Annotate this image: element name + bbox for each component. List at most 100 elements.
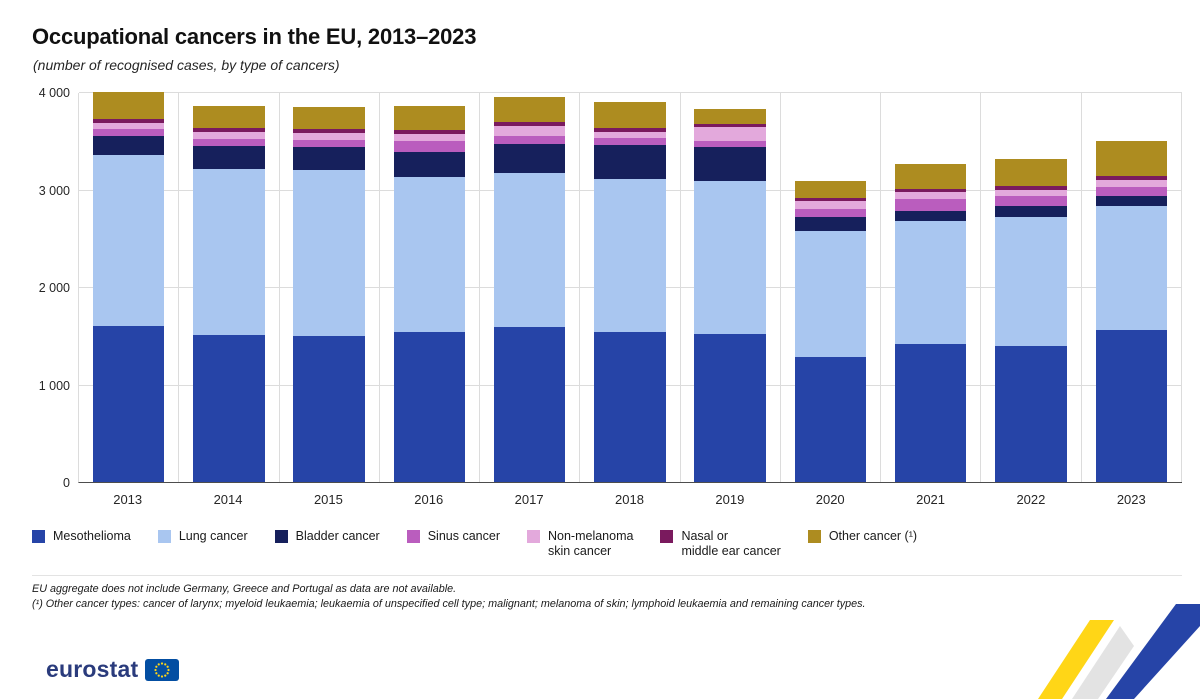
bar-segment [694, 108, 766, 125]
bar-segment [92, 123, 165, 130]
bar-segment [895, 164, 967, 189]
bar-segment [594, 137, 666, 145]
bar-column-2023 [1082, 93, 1182, 482]
eu-flag-icon [145, 658, 180, 681]
bar-segment [1095, 175, 1168, 180]
stacked-bar-2020 [794, 180, 867, 482]
stacked-bar-2022 [995, 159, 1067, 482]
x-axis: 2013 2014 2015 2016 2017 2018 2019 2020 2021 2022… [78, 483, 1182, 513]
x-axis-label: 2016 [414, 492, 444, 507]
bar-segment [594, 144, 666, 179]
bar-segment [293, 132, 365, 140]
bar-segment [193, 334, 265, 482]
bar-segment [493, 143, 566, 173]
legend-item: Nasal or middle ear cancer [660, 529, 781, 559]
bar-segment [393, 151, 466, 177]
stacked-bar-2021 [895, 164, 967, 482]
bar-segment [794, 216, 867, 232]
bar-segment [293, 129, 365, 133]
bar-segment [995, 346, 1067, 482]
bar-segment [92, 92, 165, 120]
x-axis-label: 2015 [313, 492, 343, 507]
legend-label: Non-melanoma skin cancer [547, 529, 634, 558]
bar-segment [694, 124, 766, 128]
bar-segment [694, 127, 766, 141]
legend-item: Bladder cancer [274, 529, 380, 544]
bar-segment [1095, 179, 1168, 187]
bar-segment [293, 139, 365, 147]
bar-segment [493, 172, 566, 327]
bar-segment [995, 206, 1067, 217]
bar-segment [1095, 186, 1168, 197]
y-axis-tick-label: 4 000 [38, 86, 70, 100]
chart-legend: Mesothelioma Lung cancer Bladder cancer Sin… [32, 529, 1182, 559]
y-axis: 0 1 000 2 000 3 000 4 000 [32, 86, 78, 490]
legend-swatch [32, 530, 45, 543]
bar-segment [193, 128, 265, 133]
bar-segment [92, 155, 165, 326]
bar-segment [393, 133, 466, 141]
bar-segment [493, 122, 566, 127]
legend-item: Non-melanoma skin cancer [526, 529, 634, 559]
bar-segment [92, 135, 165, 156]
bar-column-2019 [681, 93, 781, 482]
bar-segment [193, 138, 265, 146]
bar-column-2016 [380, 93, 481, 482]
bar-segment [193, 169, 265, 335]
legend-label: Mesothelioma [53, 529, 131, 543]
bar-segment [92, 326, 165, 482]
legend-swatch [274, 530, 288, 543]
bar-segment [594, 128, 666, 133]
bar-column-2022 [981, 93, 1082, 482]
bar-segment [1095, 329, 1168, 482]
page-title: Occupational cancers in the EU, 2013–202… [32, 24, 477, 49]
bar-segment [594, 331, 666, 482]
bar-segment [1095, 140, 1168, 176]
gridline [79, 92, 1182, 93]
bar-segment [794, 201, 867, 210]
bar-column-2021 [881, 93, 982, 482]
stacked-bar-2014 [193, 105, 265, 482]
bar-segment [493, 135, 566, 144]
legend-swatch [660, 530, 674, 543]
decoration-graphic [1038, 604, 1200, 699]
eurostat-logo: eurostat [46, 656, 180, 683]
bar-segment [895, 220, 967, 344]
bar-segment [393, 105, 466, 131]
bar-segment [694, 180, 766, 334]
bar-segment [694, 146, 766, 181]
bar-column-2018 [580, 93, 681, 482]
stacked-bar-2017 [493, 96, 566, 482]
legend-swatch [807, 530, 821, 543]
y-axis-tick-label: 3 000 [38, 183, 70, 198]
bar-segment [995, 189, 1067, 197]
bar-segment [995, 216, 1067, 347]
y-axis-tick-label: 1 000 [38, 378, 70, 393]
bar-segment [493, 126, 566, 136]
legend-label: Nasal or middle ear cancer [681, 529, 781, 558]
stacked-bar-2019 [694, 108, 766, 482]
bar-column-2014 [179, 93, 280, 482]
x-axis-label: 2014 [213, 492, 243, 507]
legend-label: Sinus cancer [427, 529, 500, 543]
x-axis-label: 2018 [615, 492, 644, 507]
bar-segment [293, 106, 365, 130]
bar-segment [393, 331, 466, 482]
bar-segment [393, 176, 466, 332]
bar-segment [895, 210, 967, 221]
bar-segment [995, 196, 1067, 207]
legend-swatch [406, 530, 420, 543]
bar-columns [79, 92, 1182, 482]
bar-segment [794, 180, 867, 199]
bar-segment [1095, 206, 1168, 330]
bar-segment [393, 130, 466, 134]
x-axis-label: 2013 [113, 492, 143, 507]
bar-segment [794, 357, 867, 482]
bar-segment [895, 192, 967, 200]
footnotes: EU aggregate does not include Germany, G… [32, 574, 1182, 613]
infographic-page: Occupational cancers in the EU, 2013–202… [0, 24, 1200, 699]
bar-segment [193, 105, 265, 129]
plot-area [78, 92, 1182, 483]
legend-label: Bladder cancer [295, 529, 380, 543]
x-axis-label: 2019 [715, 492, 745, 507]
